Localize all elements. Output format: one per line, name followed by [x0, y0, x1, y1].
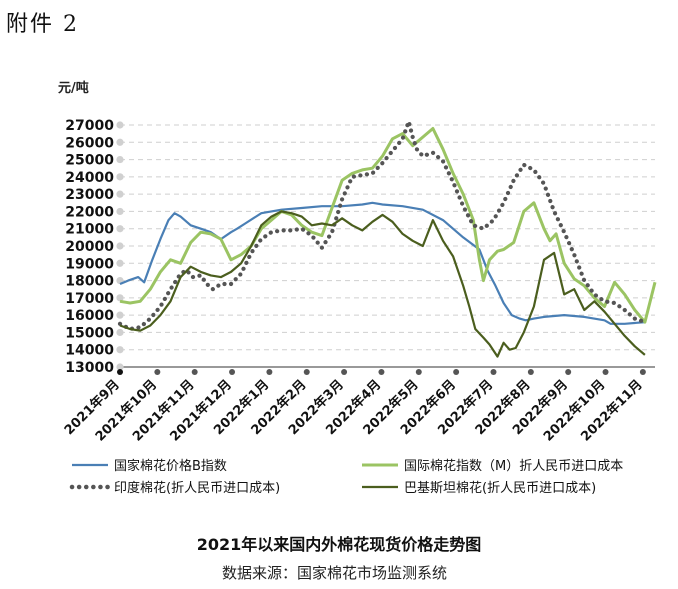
- y-tick-marker: [116, 190, 124, 198]
- x-tick-marker: [639, 369, 646, 375]
- legend-label: 国际棉花指数（M）折人民币进口成本: [404, 458, 623, 474]
- y-axis-label: 元/吨: [58, 80, 89, 96]
- y-tick-label: 18000: [65, 274, 114, 290]
- x-tick-marker: [378, 369, 385, 375]
- y-tick-marker: [116, 225, 124, 233]
- y-tick-marker: [116, 121, 124, 129]
- y-tick-label: 27000: [65, 118, 114, 134]
- legend-label: 国家棉花价格B指数: [114, 458, 227, 474]
- y-tick-label: 26000: [65, 135, 114, 151]
- y-tick-label: 13000: [65, 360, 114, 376]
- x-tick-marker: [453, 369, 460, 375]
- x-axis-ticks: 2021年9月2021年10月2021年11月2021年12月2022年1月20…: [61, 369, 646, 445]
- y-tick-label: 23000: [65, 187, 114, 203]
- x-tick-marker: [154, 369, 161, 375]
- chart-caption: 2021年以来国内外棉花现货价格走势图: [196, 535, 482, 554]
- y-tick-label: 15000: [65, 325, 114, 341]
- legend-label: 印度棉花(折人民币进口成本): [114, 480, 280, 496]
- series-line-1: [119, 201, 645, 325]
- y-tick-marker: [116, 294, 124, 302]
- attachment-label: 附件 2: [6, 12, 79, 37]
- series-line-2: [119, 127, 657, 324]
- x-tick-marker: [229, 369, 236, 375]
- y-tick-marker: [116, 259, 124, 267]
- y-tick-label: 25000: [65, 153, 114, 169]
- y-tick-label: 21000: [65, 222, 114, 238]
- y-tick-label: 19000: [65, 256, 114, 272]
- y-tick-marker: [116, 311, 124, 319]
- legend: 国家棉花价格B指数 国际棉花指数（M）折人民币进口成本印度棉花(折人民币进口成本)…: [69, 458, 623, 496]
- series-lines: [117, 119, 657, 358]
- x-tick-marker: [341, 369, 348, 375]
- y-tick-marker: [116, 363, 124, 371]
- data-source: 数据来源：国家棉花市场监测系统: [222, 564, 448, 582]
- x-tick-marker: [191, 369, 198, 375]
- y-tick-marker: [116, 207, 124, 216]
- x-tick-marker: [527, 369, 534, 375]
- x-tick-marker: [303, 369, 310, 375]
- y-tick-marker: [116, 328, 124, 337]
- x-tick-marker: [266, 369, 273, 375]
- y-tick-label: 20000: [65, 239, 114, 255]
- legend-label: 巴基斯坦棉花(折人民币进口成本): [404, 480, 596, 496]
- y-tick-label: 24000: [65, 170, 114, 186]
- x-tick-marker: [415, 369, 422, 375]
- x-tick-marker: [565, 369, 572, 375]
- x-tick-marker: [490, 369, 497, 375]
- x-tick-marker: [602, 369, 609, 375]
- y-tick-label: 16000: [65, 308, 114, 324]
- y-tick-marker: [116, 138, 124, 146]
- y-tick-label: 22000: [65, 204, 114, 220]
- y-tick-marker: [116, 346, 124, 354]
- y-tick-label: 14000: [65, 343, 114, 359]
- y-tick-marker: [116, 155, 124, 164]
- series-line-4: [119, 210, 646, 358]
- x-tick-marker: [117, 369, 123, 375]
- y-tick-marker: [116, 242, 124, 250]
- y-tick-label: 17000: [65, 291, 114, 307]
- grid-lines: [120, 124, 655, 368]
- y-tick-marker: [116, 173, 124, 181]
- series-line-3: [117, 119, 648, 332]
